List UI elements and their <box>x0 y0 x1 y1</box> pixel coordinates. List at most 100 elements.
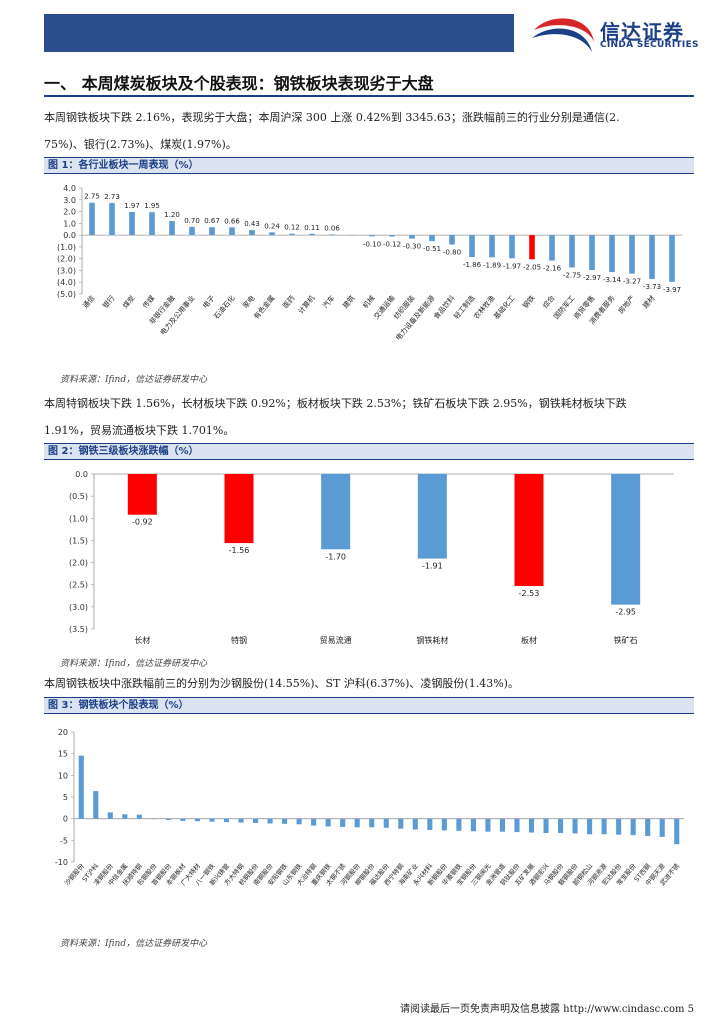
data-label: -1.91 <box>422 562 443 571</box>
y-tick-label: 2.0 <box>63 208 76 217</box>
bar <box>354 818 360 828</box>
bar <box>169 220 175 236</box>
paragraph-2-line-2: 1.91%，贸易流通板块下跌 1.701%。 <box>44 424 235 437</box>
bar <box>645 818 651 836</box>
data-label: -0.10 <box>363 240 381 248</box>
bar <box>165 818 171 820</box>
figure-3-title: 图 3：钢铁板块个股表现（%） <box>44 697 694 714</box>
y-tick-label: (1.5) <box>69 536 88 545</box>
bar <box>611 474 641 605</box>
data-label: 0.06 <box>324 224 340 232</box>
bar <box>441 818 447 831</box>
data-label: 0.70 <box>184 217 200 225</box>
y-tick-label: (3.5) <box>69 625 88 634</box>
data-label: 2.75 <box>84 193 100 201</box>
data-label: -2.95 <box>615 608 636 617</box>
data-label: 0.24 <box>264 222 280 230</box>
data-label: -2.75 <box>563 272 581 280</box>
data-label: -1.86 <box>463 261 482 269</box>
bar <box>383 818 389 828</box>
y-tick-label: 5 <box>63 793 68 802</box>
y-tick-label: (4.0) <box>57 278 76 287</box>
x-tick-label: 煤炭 <box>121 294 137 311</box>
bar <box>509 235 515 259</box>
bar <box>321 474 351 550</box>
bar <box>470 818 476 832</box>
bar <box>549 235 555 261</box>
data-label: -3.14 <box>603 276 622 284</box>
data-label: -1.70 <box>325 552 346 561</box>
bar <box>224 474 254 544</box>
x-tick-label: 电子 <box>201 294 217 311</box>
y-tick-label: 10 <box>58 771 68 780</box>
paragraph-1: 本周钢铁板块下跌 2.16%，表现劣于大盘；本周沪深 300 上涨 0.42%到… <box>44 104 694 158</box>
x-tick-label: 家电 <box>241 294 257 311</box>
bar <box>349 235 355 236</box>
y-tick-label: (2.0) <box>57 255 76 264</box>
y-tick-label: (0.5) <box>69 492 88 501</box>
bar <box>409 235 415 239</box>
bar <box>289 233 295 236</box>
bar <box>209 818 215 822</box>
chart-steel-subsector: 0.0 (0.5) (1.0) (1.5) (2.0) (2.5) (3.0) (3.5) -0… <box>69 470 674 645</box>
y-tick-label: 1.0 <box>63 219 76 228</box>
y-tick-label: 20 <box>58 728 68 737</box>
data-label: 0.43 <box>244 220 260 228</box>
data-label: -3.97 <box>663 286 681 294</box>
bar <box>429 235 435 242</box>
data-label: 2.73 <box>104 193 120 201</box>
bar <box>587 818 593 835</box>
data-label: 1.20 <box>164 211 180 219</box>
bar <box>469 235 475 258</box>
page-number: 5 <box>687 1004 695 1015</box>
bar <box>89 202 95 236</box>
bar <box>489 235 495 258</box>
y-tick-label: -10 <box>55 858 68 867</box>
bar <box>129 211 135 236</box>
footer: 请阅读最后一页免责声明及信息披露 http://www.cindasc.com … <box>400 1000 694 1015</box>
y-tick-label: 4.0 <box>63 184 76 193</box>
paragraph-1-line-2: 75%)、银行(2.73%)、煤炭(1.97%)。 <box>44 138 237 151</box>
y-tick-label: 15 <box>58 750 68 759</box>
figure-3-source: 资料来源：Ifind，信达证券研发中心 <box>60 939 208 949</box>
bar <box>669 235 675 282</box>
paragraph-1-line-1: 本周钢铁板块下跌 2.16%，表现劣于大盘；本周沪深 300 上涨 0.42%到… <box>44 111 620 124</box>
data-label: 0.67 <box>204 217 220 225</box>
bar <box>127 474 157 515</box>
x-tick-label: 铁矿石 <box>614 635 638 645</box>
figure-2-source: 资料来源：Ifind，信达证券研发中心 <box>60 659 208 669</box>
data-label: -0.80 <box>443 249 461 257</box>
x-tick-label: 机械 <box>361 294 377 311</box>
x-tick-label: 建材 <box>641 294 657 311</box>
data-label: -0.30 <box>403 243 421 251</box>
bar <box>543 818 549 833</box>
x-tick-label: 钢铁 <box>521 294 537 311</box>
paragraph-2: 本周特钢板块下跌 1.56%，长材板块下跌 0.92%；板材板块下跌 2.53%… <box>44 390 694 444</box>
data-label: 0.11 <box>304 224 320 232</box>
bar <box>282 818 288 824</box>
bar <box>659 818 665 837</box>
x-tick-label: 基础化工 <box>492 294 517 321</box>
chart-industry-weekly: 4.0 3.0 2.0 1.0 0.0 (1.0) (2.0) (3.0) (4.0) (5.0)… <box>57 184 682 342</box>
bar <box>456 818 462 831</box>
bar <box>449 235 455 245</box>
x-tick-label: 贸易流通 <box>320 635 352 645</box>
y-tick-label: (3.0) <box>69 603 88 612</box>
bar <box>93 791 99 819</box>
header-bar <box>44 14 514 52</box>
figure-2-title: 图 2：钢铁三级板块涨跌幅（%） <box>44 443 694 460</box>
bar <box>223 818 230 823</box>
y-tick-label: 3.0 <box>63 196 76 205</box>
logo-text-en: CINDA SECURITIES <box>600 40 699 50</box>
bar <box>417 474 447 559</box>
bar <box>78 755 84 819</box>
bar <box>558 818 564 833</box>
data-label: -0.92 <box>132 518 153 527</box>
bar <box>311 818 317 826</box>
bar <box>369 235 375 237</box>
bar <box>389 235 395 237</box>
data-label: 0.12 <box>284 224 300 232</box>
bar <box>296 818 302 825</box>
bar <box>109 202 115 236</box>
bar <box>629 235 635 274</box>
